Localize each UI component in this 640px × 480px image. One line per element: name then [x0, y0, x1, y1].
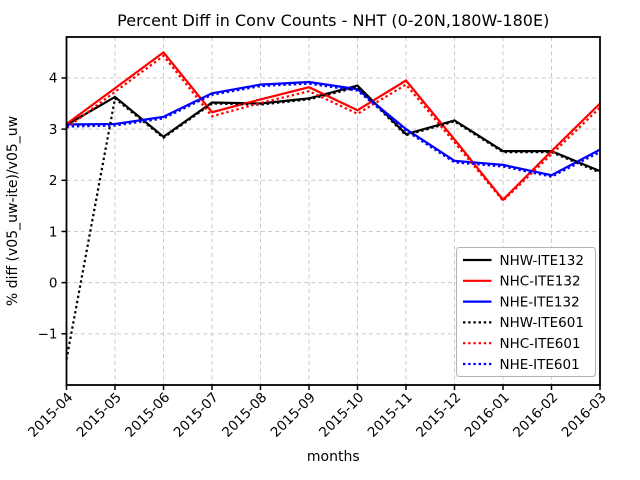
x-tick-label: 2015-04 — [25, 390, 76, 441]
legend-entry-nhe-ite132: NHE-ITE132 — [463, 294, 580, 310]
legend-entry-nhc-ite601: NHC-ITE601 — [463, 336, 581, 352]
x-tick-label: 2016-02 — [510, 390, 561, 441]
legend-entry-nhw-ite132: NHW-ITE132 — [463, 253, 584, 269]
x-tick-label: 2016-03 — [559, 390, 610, 441]
legend-label: NHW-ITE132 — [500, 253, 584, 269]
y-tick-label: 4 — [49, 71, 58, 87]
y-tick-label: −1 — [38, 327, 58, 343]
series-line-nhw-ite601 — [65, 85, 601, 360]
axes-frame — [65, 36, 601, 386]
legend-label: NHC-ITE601 — [500, 336, 581, 352]
y-tick-label: 2 — [49, 173, 58, 189]
x-axis: 2015-042015-052015-062015-072015-082015-… — [25, 385, 610, 441]
series-line-nhc-ite601 — [65, 54, 601, 203]
x-tick-label: 2015-09 — [268, 390, 319, 441]
x-axis-label: months — [307, 449, 360, 465]
legend-entry-nhc-ite132: NHC-ITE132 — [463, 274, 581, 290]
y-tick-label: 0 — [49, 275, 58, 291]
legend-label: NHC-ITE132 — [500, 274, 581, 290]
legend-label: NHE-ITE601 — [500, 357, 580, 373]
x-tick-label: 2016-01 — [462, 390, 513, 441]
legend-label: NHE-ITE132 — [500, 294, 580, 310]
x-tick-label: 2015-06 — [122, 390, 173, 441]
y-tick-label: 1 — [49, 224, 58, 240]
x-tick-label: 2015-12 — [413, 390, 464, 441]
legend-entry-nhe-ite601: NHE-ITE601 — [463, 357, 580, 373]
x-tick-label: 2015-10 — [316, 390, 367, 441]
y-axis: −1 0 1 2 3 4 — [38, 71, 67, 343]
legend-entry-nhw-ite601: NHW-ITE601 — [463, 315, 584, 331]
x-tick-label: 2015-11 — [365, 390, 416, 441]
x-tick-label: 2015-08 — [219, 390, 270, 441]
y-axis-label: % diff (v05_uw-ite)/v05_uw — [5, 116, 21, 306]
x-tick-label: 2015-05 — [74, 390, 125, 441]
legend-label: NHW-ITE601 — [500, 315, 584, 331]
series-line-nhe-ite132 — [66, 80, 601, 177]
y-tick-label: 3 — [49, 122, 58, 138]
x-tick-label: 2015-07 — [171, 390, 222, 441]
legend: NHW-ITE132 NHC-ITE132 NHE-ITE132 NHW-ITE601… — [456, 247, 596, 377]
chart-title: Percent Diff in Conv Counts - NHT (0-20N… — [117, 11, 549, 30]
series-lines — [65, 50, 601, 360]
series-line-nhe-ite601 — [66, 82, 601, 178]
